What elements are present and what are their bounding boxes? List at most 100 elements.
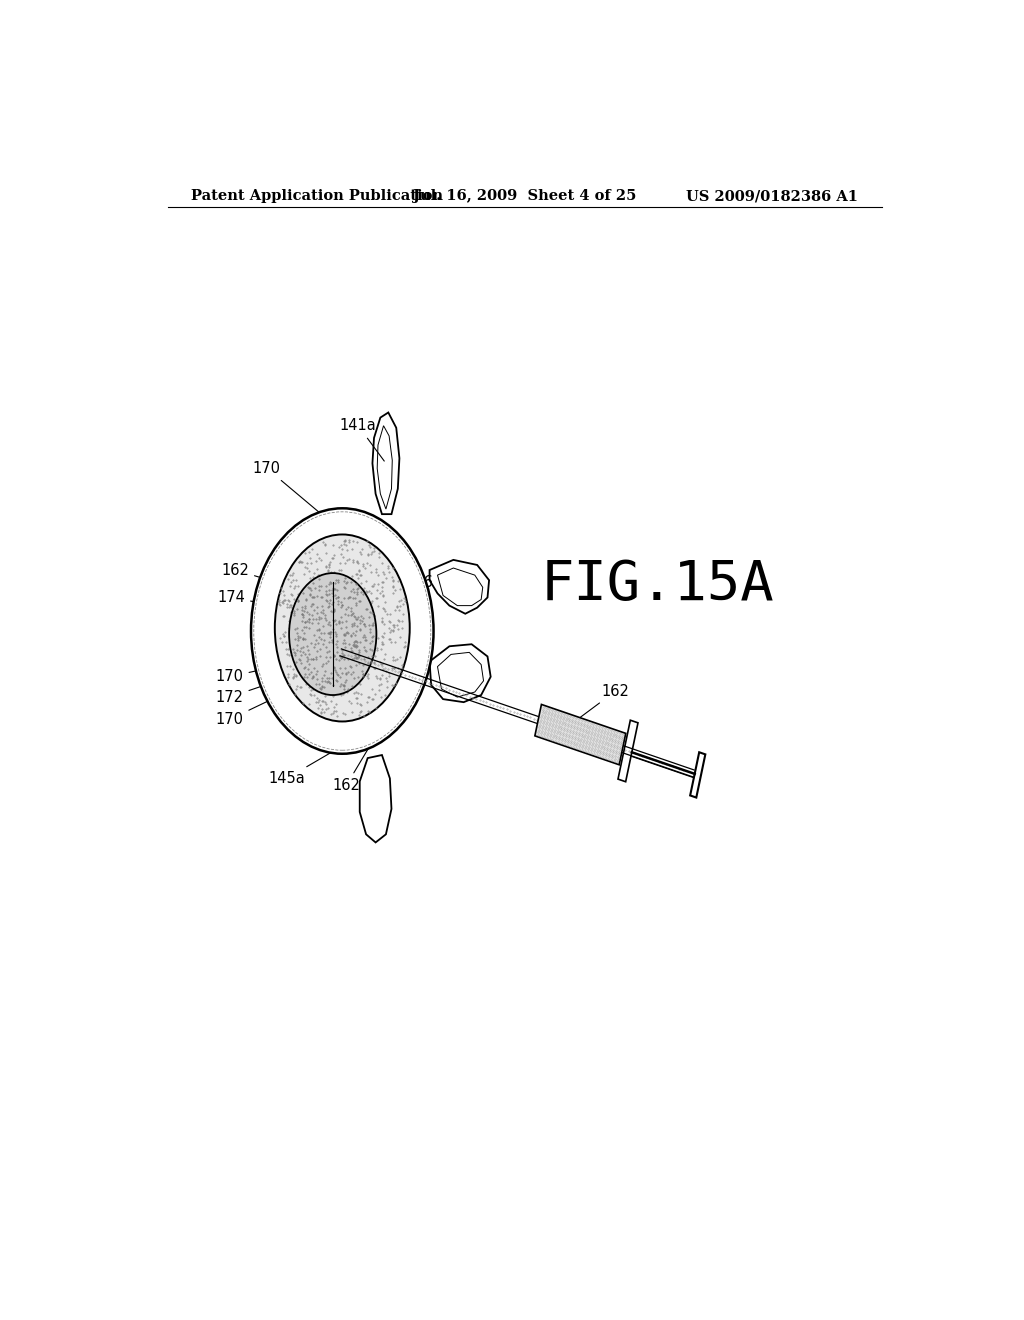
Point	[352, 609, 369, 630]
Point	[347, 624, 364, 645]
Point	[391, 595, 408, 616]
Point	[298, 558, 314, 579]
Point	[351, 541, 368, 562]
Point	[335, 546, 351, 568]
Point	[355, 612, 372, 634]
Point	[326, 591, 342, 612]
Point	[300, 639, 316, 660]
Point	[349, 668, 366, 689]
Point	[323, 648, 339, 669]
Point	[356, 624, 373, 645]
Point	[315, 628, 332, 649]
Point	[356, 614, 373, 635]
Point	[322, 620, 338, 642]
Point	[357, 630, 374, 651]
Point	[314, 667, 331, 688]
Point	[325, 675, 341, 696]
Point	[336, 531, 352, 552]
Point	[331, 644, 347, 665]
Point	[325, 535, 341, 556]
Point	[349, 682, 366, 704]
Point	[287, 645, 303, 667]
Point	[385, 583, 401, 605]
Point	[305, 599, 322, 620]
Text: 162: 162	[574, 684, 630, 722]
Point	[275, 585, 292, 606]
Point	[371, 546, 387, 568]
Point	[388, 672, 404, 693]
Point	[333, 643, 349, 664]
Point	[338, 620, 354, 642]
Point	[289, 635, 305, 656]
Point	[291, 552, 307, 573]
Point	[327, 675, 343, 696]
Point	[302, 568, 318, 589]
Point	[316, 632, 333, 653]
Point	[298, 602, 314, 623]
Point	[326, 598, 342, 619]
Point	[318, 556, 335, 577]
Point	[364, 541, 380, 562]
Point	[293, 651, 309, 672]
Point	[379, 676, 395, 697]
Point	[352, 606, 369, 627]
Point	[307, 609, 324, 630]
Point	[361, 554, 378, 576]
Point	[350, 619, 367, 640]
Point	[386, 631, 402, 652]
Point	[361, 602, 378, 623]
Point	[375, 659, 391, 680]
Point	[346, 635, 362, 656]
Point	[306, 583, 323, 605]
Point	[281, 673, 297, 694]
Text: 162: 162	[333, 742, 373, 793]
Point	[390, 610, 407, 631]
Point	[325, 619, 341, 640]
Point	[309, 660, 326, 681]
Point	[367, 645, 383, 667]
Point	[297, 657, 313, 678]
Point	[364, 603, 380, 624]
Point	[337, 657, 353, 678]
Point	[334, 589, 350, 610]
Point	[352, 610, 369, 631]
Point	[311, 606, 328, 627]
Point	[315, 634, 332, 655]
Point	[345, 634, 361, 655]
Point	[304, 594, 321, 615]
Point	[344, 615, 360, 636]
Point	[385, 576, 401, 597]
Point	[294, 603, 310, 624]
Point	[355, 632, 372, 653]
Point	[343, 589, 359, 610]
Point	[283, 583, 299, 605]
Point	[334, 647, 350, 668]
Point	[287, 619, 303, 640]
Point	[281, 610, 297, 631]
Point	[311, 694, 328, 715]
Point	[350, 577, 367, 598]
Point	[309, 601, 326, 622]
Point	[394, 603, 411, 624]
Point	[336, 636, 352, 657]
Point	[368, 587, 384, 609]
Point	[332, 645, 348, 667]
Point	[286, 603, 302, 624]
Point	[335, 702, 351, 723]
Point	[282, 630, 298, 651]
Point	[303, 577, 319, 598]
Point	[327, 622, 343, 643]
Text: 141a: 141a	[340, 418, 384, 461]
Point	[305, 609, 322, 630]
Point	[319, 597, 336, 618]
Point	[341, 690, 357, 711]
Point	[375, 561, 391, 582]
Point	[339, 638, 355, 659]
Point	[296, 556, 312, 577]
Point	[338, 535, 354, 556]
Point	[290, 631, 306, 652]
Point	[294, 611, 310, 632]
Point	[297, 611, 313, 632]
Point	[324, 579, 340, 601]
Point	[350, 606, 367, 627]
